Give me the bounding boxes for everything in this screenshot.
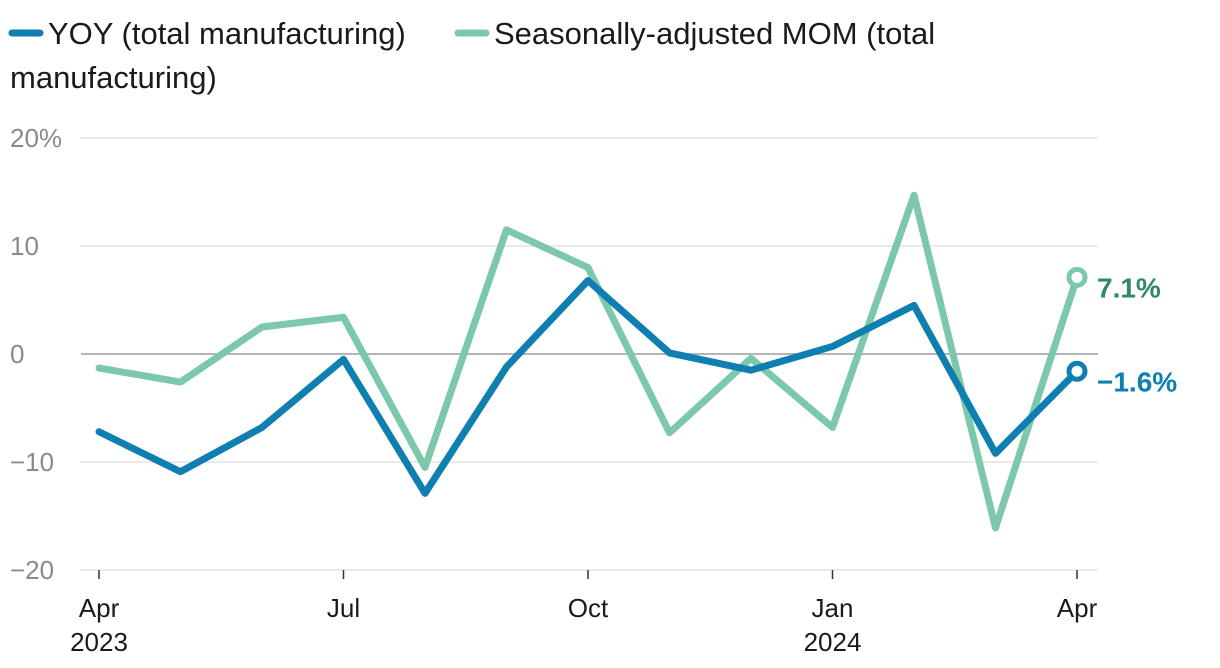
legend-label-mom-continued: manufacturing) <box>10 60 217 95</box>
x-tick-label: Jul <box>327 593 360 623</box>
x-tick-label: Apr <box>79 593 120 623</box>
end-label-yoy: −1.6% <box>1097 366 1177 397</box>
end-labels: 7.1% −1.6% <box>1097 272 1177 397</box>
y-tick-label: 10 <box>10 231 39 261</box>
x-tick-label: Apr <box>1057 593 1098 623</box>
y-axis: 20% 10 0 −10 −20 <box>10 123 62 585</box>
x-tick-label: Oct <box>568 593 609 623</box>
legend: YOY (total manufacturing) Seasonally-adj… <box>8 16 935 95</box>
endpoint-marker-yoy <box>1066 360 1088 382</box>
y-tick-label: 20% <box>10 123 62 153</box>
legend-label-mom: Seasonally-adjusted MOM (total <box>494 16 935 51</box>
x-axis: Apr 2023 Jul Oct Jan 2024 Apr <box>70 570 1098 657</box>
gridlines <box>81 137 1098 571</box>
series-line-mom <box>95 191 1081 532</box>
x-tick-year-label: 2024 <box>804 627 862 657</box>
y-tick-label: −10 <box>10 447 54 477</box>
legend-label-yoy: YOY (total manufacturing) <box>48 16 406 51</box>
end-label-mom: 7.1% <box>1097 272 1161 303</box>
series-layer <box>95 191 1088 532</box>
series-line-yoy <box>95 277 1081 497</box>
y-tick-label: 0 <box>10 339 24 369</box>
x-tick-label: Jan <box>812 593 854 623</box>
y-tick-label: −20 <box>10 555 54 585</box>
x-tick-year-label: 2023 <box>70 627 128 657</box>
endpoint-marker-mom <box>1066 266 1088 288</box>
